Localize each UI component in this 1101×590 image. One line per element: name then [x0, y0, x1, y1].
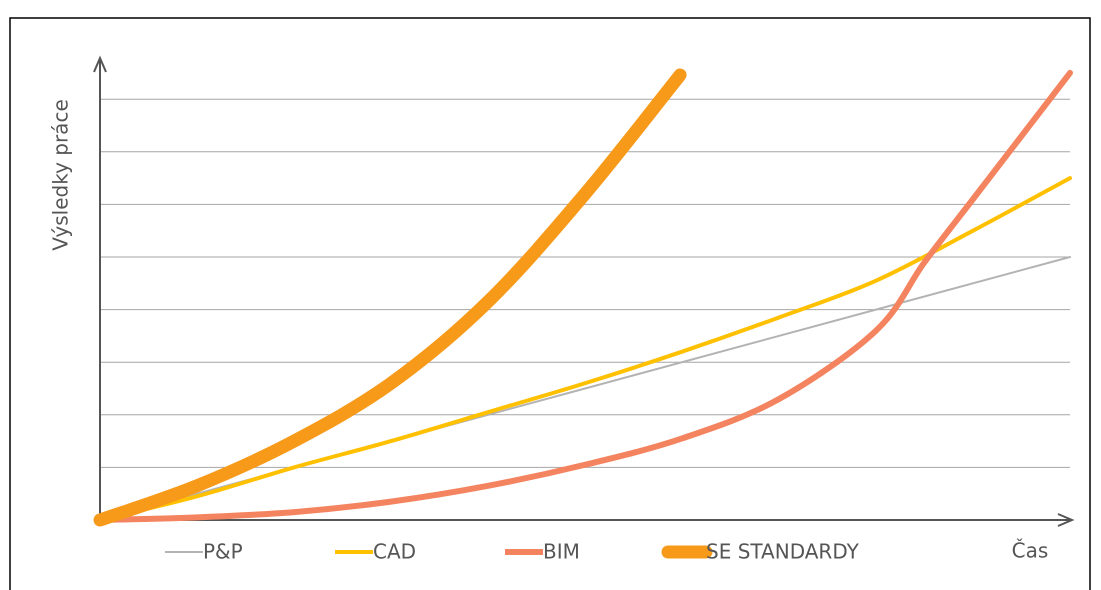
- y-axis-arrow: [93, 55, 107, 73]
- x-axis-label: Čas: [1012, 539, 1049, 563]
- legend-label: SE STANDARDY: [706, 540, 860, 564]
- series-line: [99, 256, 1071, 521]
- series-line: [93, 68, 687, 527]
- legend-label: CAD: [373, 540, 416, 564]
- frame: [9, 17, 1091, 590]
- y-axis-label: Výsledky práce: [49, 99, 73, 251]
- series-line: [98, 176, 1072, 522]
- legend-label: P&P: [203, 540, 243, 564]
- series-line: [97, 69, 1073, 523]
- x-axis-arrow: [1057, 513, 1075, 527]
- legend-label: BIM: [543, 540, 580, 564]
